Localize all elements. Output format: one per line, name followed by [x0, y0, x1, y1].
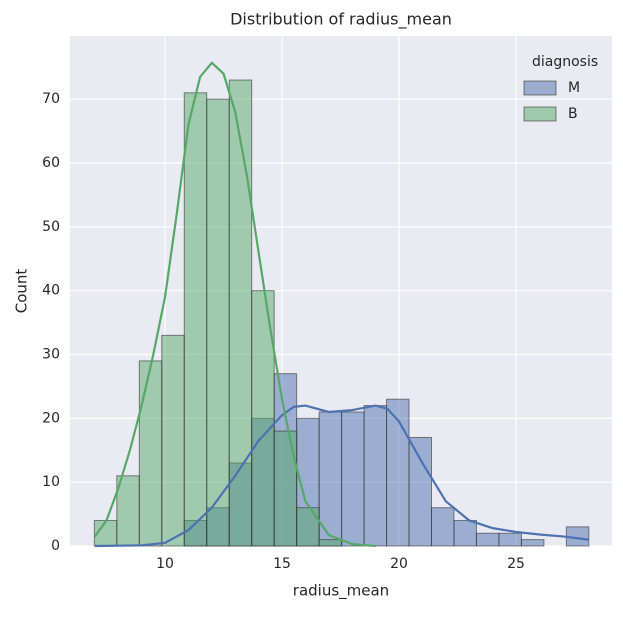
y-tick-label: 10: [42, 474, 60, 490]
kde-line: [94, 404, 589, 548]
bar: [273, 430, 298, 547]
bar: [138, 360, 163, 547]
x-tick-label: 20: [390, 556, 408, 572]
x-tick-label: 15: [273, 556, 291, 572]
legend-label: B: [568, 106, 578, 122]
bar: [318, 539, 343, 547]
legend-label: M: [568, 80, 580, 96]
bar: [475, 532, 500, 547]
y-tick-label: 60: [42, 155, 60, 171]
y-tick-label: 50: [42, 219, 60, 235]
bar: [520, 539, 545, 547]
bar: [296, 507, 320, 547]
bar: [228, 79, 253, 547]
legend-title: diagnosis: [532, 54, 598, 70]
y-tick-label: 70: [42, 91, 60, 107]
x-axis-label: radius_mean: [293, 582, 389, 601]
x-tick-label: 10: [156, 556, 174, 572]
y-tick-label: 0: [51, 538, 60, 554]
kde-line: [93, 61, 376, 548]
y-axis-label: Count: [13, 269, 31, 314]
legend-swatch: [523, 80, 557, 96]
bar: [341, 411, 365, 547]
y-tick-label: 30: [42, 347, 60, 363]
bar: [430, 507, 455, 547]
bar: [363, 405, 388, 547]
bar: [251, 290, 275, 547]
bar: [453, 519, 477, 547]
bar: [408, 436, 432, 547]
bar: [183, 92, 208, 547]
bar: [161, 334, 185, 547]
legend-swatch: [523, 106, 557, 122]
bar: [206, 98, 230, 547]
y-tick-label: 40: [42, 283, 60, 299]
bar: [498, 532, 522, 547]
chart-title: Distribution of radius_mean: [230, 10, 452, 30]
bar: [116, 475, 140, 547]
y-tick-label: 20: [42, 410, 60, 426]
x-tick-label: 25: [507, 556, 525, 572]
